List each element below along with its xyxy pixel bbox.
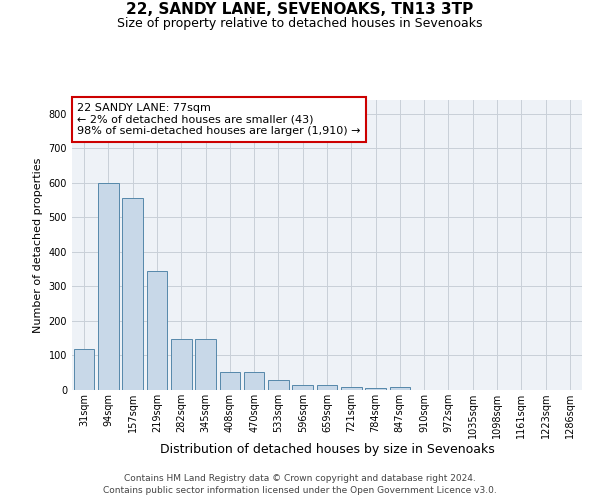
Bar xyxy=(317,385,337,390)
Text: Distribution of detached houses by size in Sevenoaks: Distribution of detached houses by size … xyxy=(160,442,494,456)
Text: 22, SANDY LANE, SEVENOAKS, TN13 3TP: 22, SANDY LANE, SEVENOAKS, TN13 3TP xyxy=(127,2,473,18)
Bar xyxy=(220,372,240,390)
Bar xyxy=(195,339,216,390)
Y-axis label: Number of detached properties: Number of detached properties xyxy=(33,158,43,332)
Text: 22 SANDY LANE: 77sqm
← 2% of detached houses are smaller (43)
98% of semi-detach: 22 SANDY LANE: 77sqm ← 2% of detached ho… xyxy=(77,103,361,136)
Bar xyxy=(268,380,289,390)
Bar xyxy=(341,386,362,390)
Bar xyxy=(98,183,119,390)
Bar xyxy=(389,387,410,390)
Bar xyxy=(146,271,167,390)
Bar xyxy=(244,372,265,390)
Bar xyxy=(292,385,313,390)
Bar xyxy=(122,198,143,390)
Bar xyxy=(74,348,94,390)
Bar xyxy=(171,339,191,390)
Bar xyxy=(365,388,386,390)
Text: Contains HM Land Registry data © Crown copyright and database right 2024.
Contai: Contains HM Land Registry data © Crown c… xyxy=(103,474,497,495)
Text: Size of property relative to detached houses in Sevenoaks: Size of property relative to detached ho… xyxy=(117,18,483,30)
